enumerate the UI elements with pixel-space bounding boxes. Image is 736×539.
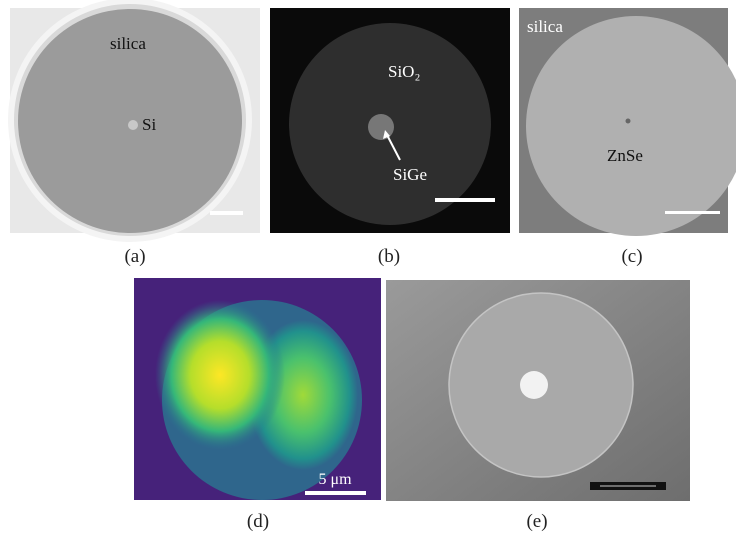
figure: silica Si (a) SiO₂ SiGe (b) silica ZnSe …: [0, 0, 736, 534]
cladding: [526, 16, 736, 236]
scale-bar: [305, 491, 366, 495]
panel-c: silica ZnSe (c): [519, 8, 736, 267]
panel-e: (e): [386, 280, 690, 532]
caption: (b): [378, 246, 400, 267]
panel-b: SiO₂ SiGe (b): [270, 8, 510, 267]
core: [626, 119, 631, 124]
panel-d: 5 μm (d): [134, 278, 381, 532]
core: [368, 114, 394, 140]
core: [520, 371, 548, 399]
panel-a: silica Si (a): [10, 1, 260, 267]
scale-bar: [665, 211, 720, 214]
scale-bar: [210, 211, 243, 215]
core: [128, 120, 138, 130]
label: Si: [142, 115, 156, 134]
label: SiGe: [393, 165, 427, 184]
heatmap-blob: [155, 300, 285, 450]
label: ZnSe: [607, 146, 643, 165]
scale-bar: [435, 198, 495, 202]
label: 5 μm: [318, 471, 352, 488]
caption: (d): [247, 511, 269, 532]
label: SiO₂: [388, 62, 420, 81]
caption: (a): [124, 246, 145, 267]
label: silica: [110, 34, 146, 53]
label: silica: [527, 17, 563, 36]
caption: (e): [526, 511, 547, 532]
caption: (c): [621, 246, 642, 267]
